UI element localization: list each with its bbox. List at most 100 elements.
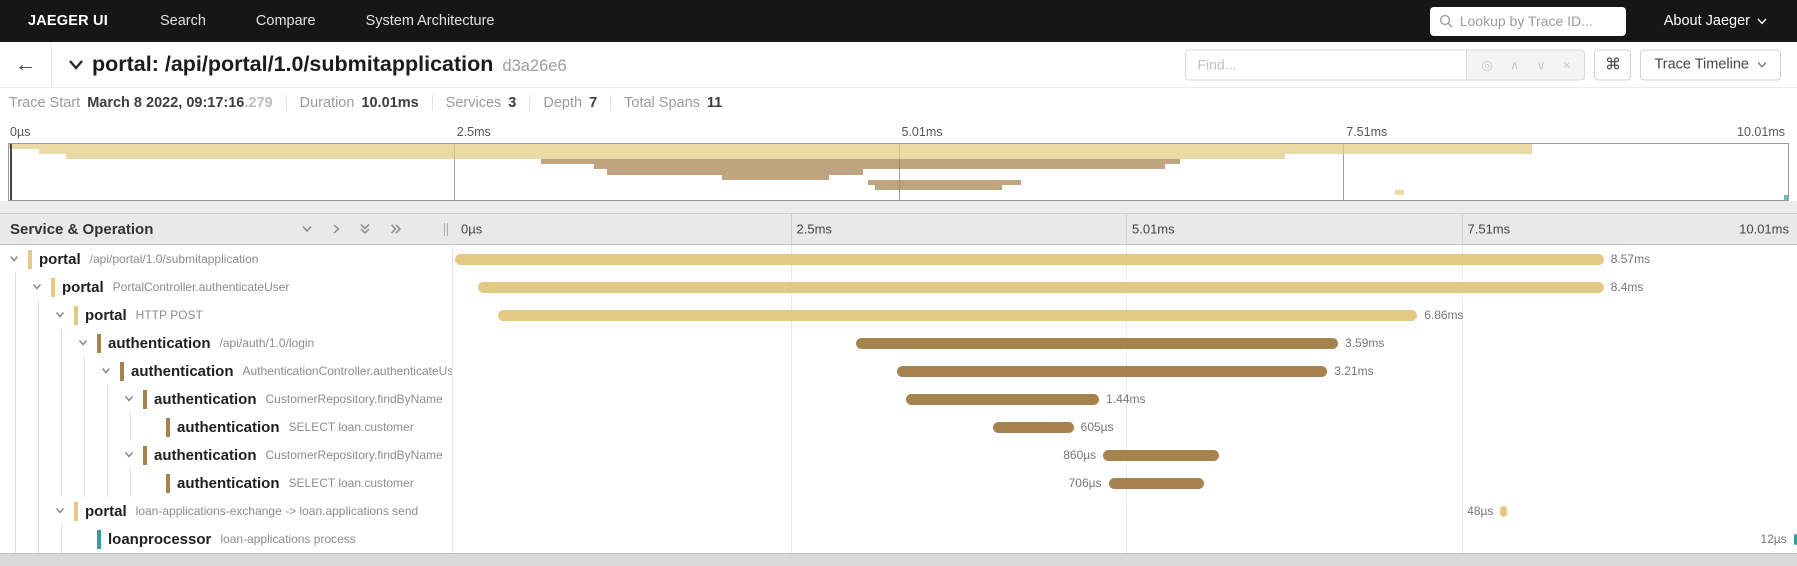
page-bottom-strip <box>0 553 1797 566</box>
span-collapse-toggle[interactable] <box>54 497 74 525</box>
service-name: authentication <box>108 334 211 352</box>
span-collapse-toggle[interactable] <box>123 385 143 413</box>
span-bar-cell[interactable]: 8.57ms <box>455 245 1797 273</box>
span-tree-cell[interactable]: portal /api/portal/1.0/submitapplication <box>0 245 452 273</box>
span-bar[interactable] <box>497 309 1418 321</box>
span-bar[interactable] <box>856 337 1339 349</box>
tree-indent-guide <box>61 329 62 357</box>
find-tools: ◎ ∧ ∨ × <box>1466 49 1586 80</box>
nav-item-system-architecture[interactable]: System Architecture <box>365 13 495 29</box>
span-bar-cell[interactable]: 3.21ms <box>455 357 1797 385</box>
span-bar[interactable] <box>1103 449 1219 461</box>
nav-item-search[interactable]: Search <box>159 13 206 29</box>
span-collapse-toggle[interactable] <box>123 441 143 469</box>
trace-minimap[interactable] <box>8 143 1789 201</box>
span-bar-cell[interactable]: 1.44ms <box>455 385 1797 413</box>
collapse-all-icon[interactable] <box>358 222 372 236</box>
span-tree-cell[interactable]: authentication /api/auth/1.0/login <box>0 329 452 357</box>
span-row[interactable]: authentication SELECT loan.customer 706µ… <box>0 469 1797 497</box>
span-tree-cell[interactable]: authentication SELECT loan.customer <box>0 469 452 497</box>
prev-match-icon[interactable]: ∧ <box>1509 57 1520 72</box>
span-row[interactable]: authentication CustomerRepository.findBy… <box>0 385 1797 413</box>
column-resize-handle[interactable] <box>444 223 448 236</box>
nav-item-compare[interactable]: Compare <box>255 13 316 29</box>
clear-find-icon[interactable]: × <box>1562 57 1571 72</box>
meta-item: Duration 10.01ms <box>285 95 432 111</box>
span-collapse-toggle[interactable] <box>77 329 97 357</box>
span-tree-cell[interactable]: loanprocessor loan-applications process <box>0 525 452 553</box>
trace-id-search[interactable] <box>1429 6 1626 36</box>
span-row[interactable]: authentication AuthenticationController.… <box>0 357 1797 385</box>
span-bar-cell[interactable]: 8.4ms <box>455 273 1797 301</box>
span-bar-cell[interactable]: 860µs <box>455 441 1797 469</box>
span-bar-cell[interactable]: 6.86ms <box>455 301 1797 329</box>
time-tick-label: 7.51ms <box>1346 125 1388 139</box>
service-color-marker <box>166 473 170 493</box>
match-target-icon[interactable]: ◎ <box>1481 57 1493 72</box>
service-name: authentication <box>177 474 280 492</box>
expand-all-icon[interactable] <box>389 222 403 236</box>
span-bar[interactable] <box>477 281 1604 293</box>
span-collapse-toggle[interactable] <box>100 357 120 385</box>
span-bar[interactable] <box>1108 477 1204 489</box>
span-row[interactable]: portal PortalController.authenticateUser… <box>0 273 1797 301</box>
span-tree-cell[interactable]: authentication SELECT loan.customer <box>0 413 452 441</box>
span-collapse-toggle[interactable] <box>31 273 51 301</box>
minimap-span-bar <box>540 159 1180 165</box>
span-bar-cell[interactable]: 12µs <box>455 525 1797 553</box>
trace-id-search-input[interactable] <box>1459 13 1617 29</box>
tree-indent-guide <box>61 413 62 441</box>
trace-view-selector[interactable]: Trace Timeline <box>1640 49 1781 80</box>
span-row[interactable]: portal /api/portal/1.0/submitapplication… <box>0 245 1797 273</box>
keyboard-shortcuts-button[interactable]: ⌘ <box>1594 49 1632 80</box>
span-bar[interactable] <box>455 253 1604 265</box>
find-input[interactable] <box>1185 49 1467 80</box>
time-tick-label: 10.01ms <box>1737 125 1785 139</box>
trace-header: ← portal: /api/portal/1.0/submitapplicat… <box>0 42 1797 88</box>
tree-indent-guide <box>38 525 39 553</box>
app-logo[interactable]: JAEGER UI <box>28 13 108 29</box>
collapse-one-icon[interactable] <box>300 223 314 235</box>
span-row[interactable]: portal HTTP POST 6.86ms <box>0 301 1797 329</box>
span-bar-cell[interactable]: 48µs <box>455 497 1797 525</box>
back-button[interactable]: ← <box>0 42 52 87</box>
span-collapse-toggle[interactable] <box>8 245 28 273</box>
span-row[interactable]: authentication SELECT loan.customer 605µ… <box>0 413 1797 441</box>
span-row[interactable]: portal loan-applications-exchange -> loa… <box>0 497 1797 525</box>
span-bar-cell[interactable]: 706µs <box>455 469 1797 497</box>
tree-indent-guide <box>61 525 62 553</box>
span-duration-label: 12µs <box>1760 532 1787 546</box>
span-bar[interactable] <box>896 365 1328 377</box>
span-row[interactable]: authentication CustomerRepository.findBy… <box>0 441 1797 469</box>
collapse-trace-detail-toggle[interactable] <box>66 58 86 72</box>
span-bar-cell[interactable]: 605µs <box>455 413 1797 441</box>
span-bar-cell[interactable]: 3.59ms <box>455 329 1797 357</box>
span-bar[interactable] <box>905 393 1100 405</box>
tree-indent-guide <box>15 469 16 497</box>
time-tick-label: 5.01ms <box>1132 221 1175 237</box>
tree-indent-guide <box>38 497 39 525</box>
span-row[interactable]: loanprocessor loan-applications process … <box>0 525 1797 553</box>
span-tree-cell[interactable]: authentication CustomerRepository.findBy… <box>0 385 452 413</box>
span-duration-label: 8.57ms <box>1610 252 1651 266</box>
about-jaeger-menu[interactable]: About Jaeger <box>1664 13 1767 29</box>
span-tree-cell[interactable]: portal loan-applications-exchange -> loa… <box>0 497 452 525</box>
span-bar[interactable] <box>993 421 1074 433</box>
minimap-span-bar <box>39 149 1532 155</box>
span-row[interactable]: authentication /api/auth/1.0/login 3.59m… <box>0 329 1797 357</box>
span-duration-label: 48µs <box>1467 504 1494 518</box>
minimap-left-scrubber[interactable] <box>10 144 12 200</box>
span-tree-cell[interactable]: authentication AuthenticationController.… <box>0 357 452 385</box>
span-tree-cell[interactable]: authentication CustomerRepository.findBy… <box>0 441 452 469</box>
operation-name: /api/portal/1.0/submitapplication <box>89 252 259 266</box>
expand-one-icon[interactable] <box>331 222 341 236</box>
span-bar[interactable] <box>1500 505 1508 517</box>
span-tree-cell[interactable]: portal PortalController.authenticateUser <box>0 273 452 301</box>
span-tree-cell[interactable]: portal HTTP POST <box>0 301 452 329</box>
span-bar[interactable] <box>1793 533 1797 545</box>
tree-indent-guide <box>130 413 131 441</box>
span-collapse-toggle[interactable] <box>54 301 74 329</box>
chevron-down-icon <box>1757 61 1767 68</box>
next-match-icon[interactable]: ∨ <box>1536 57 1546 72</box>
minimap-span-bar <box>9 144 1532 150</box>
